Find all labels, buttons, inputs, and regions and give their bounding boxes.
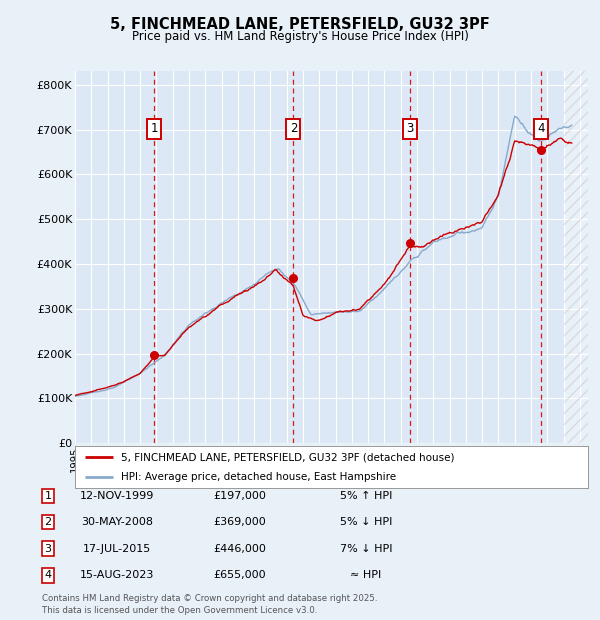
Text: £197,000: £197,000	[214, 491, 266, 501]
Text: 5, FINCHMEAD LANE, PETERSFIELD, GU32 3PF (detached house): 5, FINCHMEAD LANE, PETERSFIELD, GU32 3PF…	[121, 452, 455, 462]
Text: 4: 4	[44, 570, 52, 580]
Text: 15-AUG-2023: 15-AUG-2023	[80, 570, 154, 580]
Text: 30-MAY-2008: 30-MAY-2008	[81, 517, 153, 527]
Text: 3: 3	[406, 123, 413, 135]
Text: 17-JUL-2015: 17-JUL-2015	[83, 544, 151, 554]
Text: 5, FINCHMEAD LANE, PETERSFIELD, GU32 3PF: 5, FINCHMEAD LANE, PETERSFIELD, GU32 3PF	[110, 17, 490, 32]
Text: 2: 2	[44, 517, 52, 527]
Text: Contains HM Land Registry data © Crown copyright and database right 2025.
This d: Contains HM Land Registry data © Crown c…	[42, 593, 377, 615]
Text: 12-NOV-1999: 12-NOV-1999	[80, 491, 154, 501]
Text: 4: 4	[538, 123, 545, 135]
Text: Price paid vs. HM Land Registry's House Price Index (HPI): Price paid vs. HM Land Registry's House …	[131, 30, 469, 43]
Text: 1: 1	[151, 123, 158, 135]
Text: 5% ↑ HPI: 5% ↑ HPI	[340, 491, 392, 501]
Text: 7% ↓ HPI: 7% ↓ HPI	[340, 544, 392, 554]
Text: 2: 2	[290, 123, 297, 135]
Bar	[563, 71, 588, 443]
Text: £655,000: £655,000	[214, 570, 266, 580]
Text: 3: 3	[44, 544, 52, 554]
Text: ≈ HPI: ≈ HPI	[350, 570, 382, 580]
Text: 1: 1	[44, 491, 52, 501]
Text: £369,000: £369,000	[214, 517, 266, 527]
Text: HPI: Average price, detached house, East Hampshire: HPI: Average price, detached house, East…	[121, 472, 396, 482]
Text: £446,000: £446,000	[214, 544, 266, 554]
Text: 5% ↓ HPI: 5% ↓ HPI	[340, 517, 392, 527]
